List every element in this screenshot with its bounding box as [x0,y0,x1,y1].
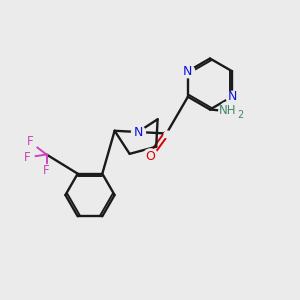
Text: N: N [183,65,193,78]
Text: 2: 2 [238,110,244,120]
Text: F: F [24,151,30,164]
Text: F: F [27,135,33,148]
Text: O: O [145,149,155,163]
Text: N: N [133,125,143,139]
Text: N: N [227,90,237,103]
Text: NH: NH [219,104,237,118]
Text: F: F [43,164,50,178]
